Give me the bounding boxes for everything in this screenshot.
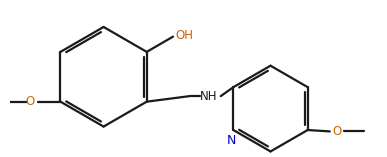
Text: N: N bbox=[227, 134, 236, 147]
Text: O: O bbox=[26, 95, 35, 108]
Text: OH: OH bbox=[176, 30, 194, 42]
Text: NH: NH bbox=[200, 90, 218, 103]
Text: O: O bbox=[332, 125, 342, 138]
